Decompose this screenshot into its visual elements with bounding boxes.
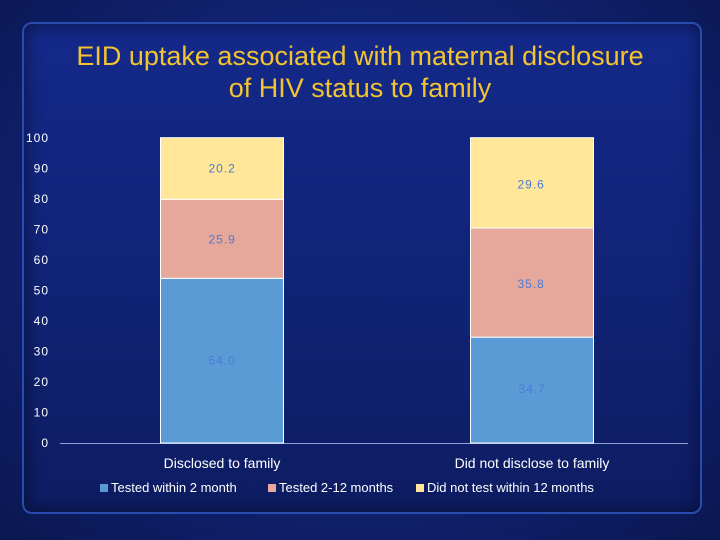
data-label: 54.0	[209, 353, 236, 367]
legend-item: Tested 2-12 months	[268, 480, 393, 495]
bar-segment	[160, 137, 284, 200]
bar-segment	[470, 336, 594, 444]
legend-swatch	[100, 483, 108, 492]
y-tick-label: 90	[34, 162, 49, 176]
y-tick-label: 70	[34, 223, 49, 237]
data-label: 29.6	[518, 178, 545, 192]
data-label: 35.8	[518, 277, 545, 291]
legend-label: Tested within 2 month	[111, 480, 237, 495]
chart-title: EID uptake associated with maternal disc…	[0, 40, 720, 104]
chart-title-line-1: EID uptake associated with maternal disc…	[76, 41, 644, 71]
x-category-label: Disclosed to family	[164, 455, 281, 471]
y-tick-label: 20	[34, 375, 49, 389]
y-tick-label: 100	[26, 131, 49, 145]
legend-swatch	[268, 483, 276, 492]
legend-item: Tested within 2 month	[100, 480, 237, 495]
y-tick-label: 0	[41, 436, 49, 450]
bar-segment	[160, 277, 284, 444]
y-tick-label: 60	[34, 253, 49, 267]
x-category-label: Did not disclose to family	[455, 455, 610, 471]
legend-swatch	[416, 483, 424, 492]
data-label: 25.9	[209, 232, 236, 246]
y-tick-label: 40	[34, 314, 49, 328]
legend-label: Tested 2-12 months	[279, 480, 394, 495]
y-tick-label: 30	[34, 345, 49, 359]
y-tick-label: 80	[34, 192, 49, 206]
data-label: 34.7	[519, 382, 546, 396]
y-tick-label: 10	[34, 406, 49, 420]
bar-segment	[470, 137, 594, 229]
data-label: 20.2	[209, 162, 236, 176]
legend-label: Did not test within 12 months	[427, 480, 594, 495]
y-tick-label: 50	[34, 284, 49, 298]
chart-title-line-2: of HIV status to family	[228, 73, 492, 103]
bar-segment	[160, 198, 284, 279]
bar-segment	[470, 227, 594, 338]
legend-item: Did not test within 12 months	[416, 480, 594, 495]
